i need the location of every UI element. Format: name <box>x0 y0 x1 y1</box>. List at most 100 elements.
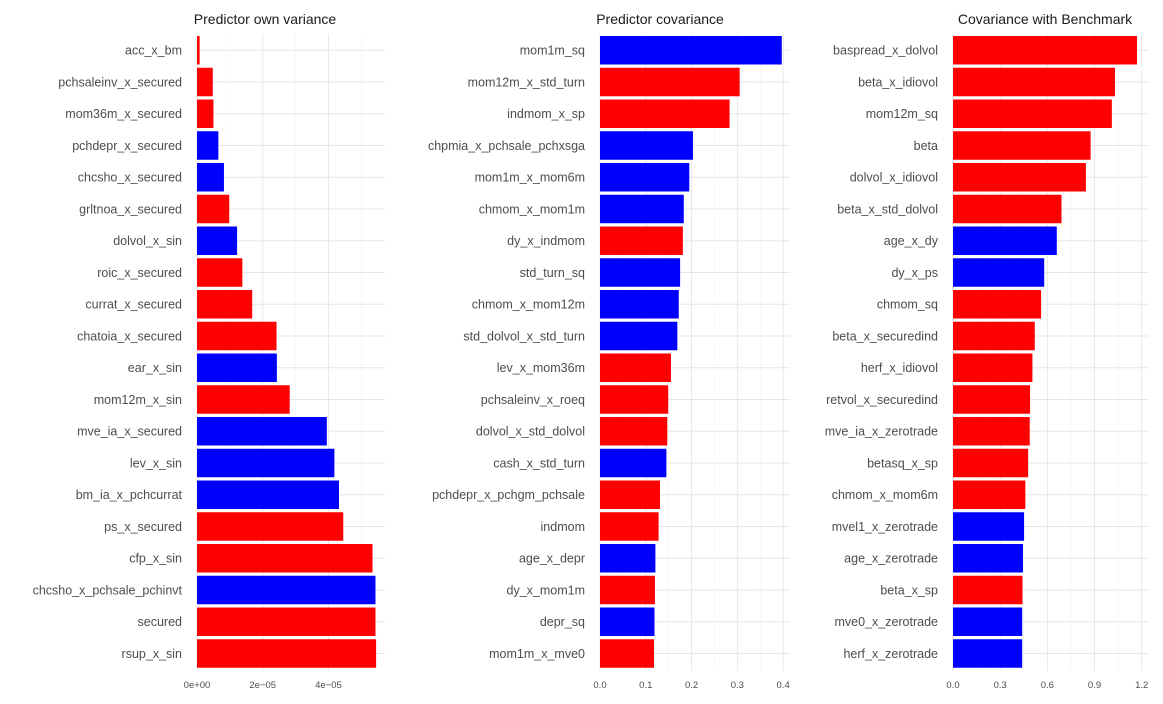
x-tick-label: 4e−05 <box>315 680 342 691</box>
bar-mom1m_x_mom6m <box>600 163 690 192</box>
category-label: mom1m_x_mve0 <box>489 647 585 661</box>
category-label: mve_ia_x_zerotrade <box>825 425 938 439</box>
category-label: chcsho_x_secured <box>78 171 182 185</box>
bar-dolvol_x_idiovol <box>953 163 1086 192</box>
category-label: chcsho_x_pchsale_pchinvt <box>33 583 183 597</box>
category-label: ps_x_secured <box>104 520 182 534</box>
category-label: beta_x_sp <box>880 583 938 597</box>
category-label: ear_x_sin <box>128 361 182 375</box>
category-label: age_x_zerotrade <box>844 552 938 566</box>
category-label: mom12m_x_sin <box>94 393 182 407</box>
category-label: dy_x_mom1m <box>507 583 586 597</box>
category-label: chmom_sq <box>877 298 938 312</box>
category-label: herf_x_zerotrade <box>843 647 938 661</box>
bar-chcsho_x_secured <box>197 163 224 192</box>
bar-ps_x_secured <box>197 512 344 541</box>
category-label: herf_x_idiovol <box>861 361 938 375</box>
bar-indmom_x_sp <box>600 99 730 128</box>
x-tick-label: 0e+00 <box>184 680 211 691</box>
category-label: depr_sq <box>540 615 585 629</box>
panel-predictor-own-variance: Predictor own variance acc_x_bm pchsalein… <box>33 11 385 691</box>
panel-predictor-covariance: Predictor covariance mom1m_sq mom12m_x_st… <box>428 11 790 691</box>
category-label: acc_x_bm <box>125 44 182 58</box>
bar-mom12m_x_sin <box>197 385 290 414</box>
x-tick-label: 0.2 <box>685 680 698 691</box>
panel-covariance-with-benchmark: Covariance with Benchmark baspread_x_dol… <box>825 11 1149 691</box>
bar-dy_x_mom1m <box>600 575 655 605</box>
category-label: cfp_x_sin <box>129 552 182 566</box>
bar-currat_x_secured <box>197 290 253 319</box>
category-label: baspread_x_dolvol <box>833 44 938 58</box>
category-label: bm_ia_x_pchcurrat <box>76 488 183 502</box>
x-tick-label: 0.0 <box>946 680 959 691</box>
bar-chcsho_x_pchsale_pchinvt <box>197 575 376 605</box>
bar-beta_x_idiovol <box>953 67 1115 97</box>
category-label: indmom_x_sp <box>507 107 585 121</box>
x-tick-label: 0.6 <box>1041 680 1054 691</box>
bar-beta <box>953 131 1091 160</box>
x-tick-label: 2e−05 <box>249 680 276 691</box>
bar-baspread_x_dolvol <box>953 36 1137 65</box>
bar-mve_ia_x_zerotrade <box>953 417 1030 446</box>
bar-dolvol_x_sin <box>197 226 238 255</box>
category-label: dy_x_ps <box>891 266 938 280</box>
category-label: beta_x_idiovol <box>858 75 938 89</box>
bar-rsup_x_sin <box>197 639 377 668</box>
x-tick-label: 0.3 <box>994 680 1007 691</box>
x-tick-label: 0.0 <box>593 680 606 691</box>
bar-secured <box>197 607 376 636</box>
bar-beta_x_securedind <box>953 321 1035 351</box>
category-label: secured <box>138 615 183 629</box>
bar-herf_x_idiovol <box>953 353 1033 382</box>
category-label: dolvol_x_std_dolvol <box>476 425 585 439</box>
category-label: beta_x_std_dolvol <box>837 202 938 216</box>
category-label: std_dolvol_x_std_turn <box>463 329 585 343</box>
x-tick-label: 0.9 <box>1088 680 1101 691</box>
category-label: lev_x_mom36m <box>497 361 585 375</box>
category-label: std_turn_sq <box>520 266 585 280</box>
bar-mom12m_sq <box>953 99 1112 128</box>
bar-depr_sq <box>600 607 655 636</box>
category-label: mve_ia_x_secured <box>77 425 182 439</box>
category-label: betasq_x_sp <box>867 456 938 470</box>
category-label: currat_x_secured <box>85 298 182 312</box>
x-tick-label: 1.2 <box>1135 680 1148 691</box>
category-label: chatoia_x_secured <box>77 329 182 343</box>
category-label: pchdepr_x_secured <box>72 139 182 153</box>
category-label: pchdepr_x_pchgm_pchsale <box>432 488 585 502</box>
category-label: chmom_x_mom6m <box>832 488 938 502</box>
bar-indmom <box>600 512 659 541</box>
bar-chmom_x_mom6m <box>953 480 1026 509</box>
bar-betasq_x_sp <box>953 448 1029 478</box>
bar-pchdepr_x_secured <box>197 131 219 160</box>
bar-dy_x_ps <box>953 258 1045 287</box>
bar-mom1m_x_mve0 <box>600 639 655 668</box>
category-label: mom1m_sq <box>520 44 585 58</box>
bar-chmom_x_mom1m <box>600 194 684 224</box>
bar-mve0_x_zerotrade <box>953 607 1023 636</box>
category-label: grltnoa_x_secured <box>79 202 182 216</box>
category-label: retvol_x_securedind <box>826 393 938 407</box>
bar-chpmia_x_pchsale_pchxsga <box>600 131 693 160</box>
category-label: age_x_depr <box>519 552 585 566</box>
category-label: dy_x_indmom <box>507 234 585 248</box>
category-label: mom12m_x_std_turn <box>468 75 585 89</box>
x-tick-label: 0.4 <box>777 680 790 691</box>
x-tick-label: 0.1 <box>639 680 652 691</box>
bar-lev_x_sin <box>197 448 335 478</box>
bar-acc_x_bm <box>197 36 200 65</box>
category-label: mve0_x_zerotrade <box>834 615 938 629</box>
category-label: pchsaleinv_x_roeq <box>481 393 585 407</box>
bar-dolvol_x_std_dolvol <box>600 417 668 446</box>
bar-mom12m_x_std_turn <box>600 67 740 97</box>
category-label: mvel1_x_zerotrade <box>832 520 938 534</box>
bar-chmom_x_mom12m <box>600 290 679 319</box>
bar-std_turn_sq <box>600 258 681 287</box>
bar-bm_ia_x_pchcurrat <box>197 480 339 509</box>
bar-mve_ia_x_secured <box>197 417 327 446</box>
category-label: beta <box>914 139 938 153</box>
category-label: age_x_dy <box>884 234 939 248</box>
bar-mom36m_x_secured <box>197 99 214 128</box>
category-label: chmom_x_mom12m <box>472 298 585 312</box>
